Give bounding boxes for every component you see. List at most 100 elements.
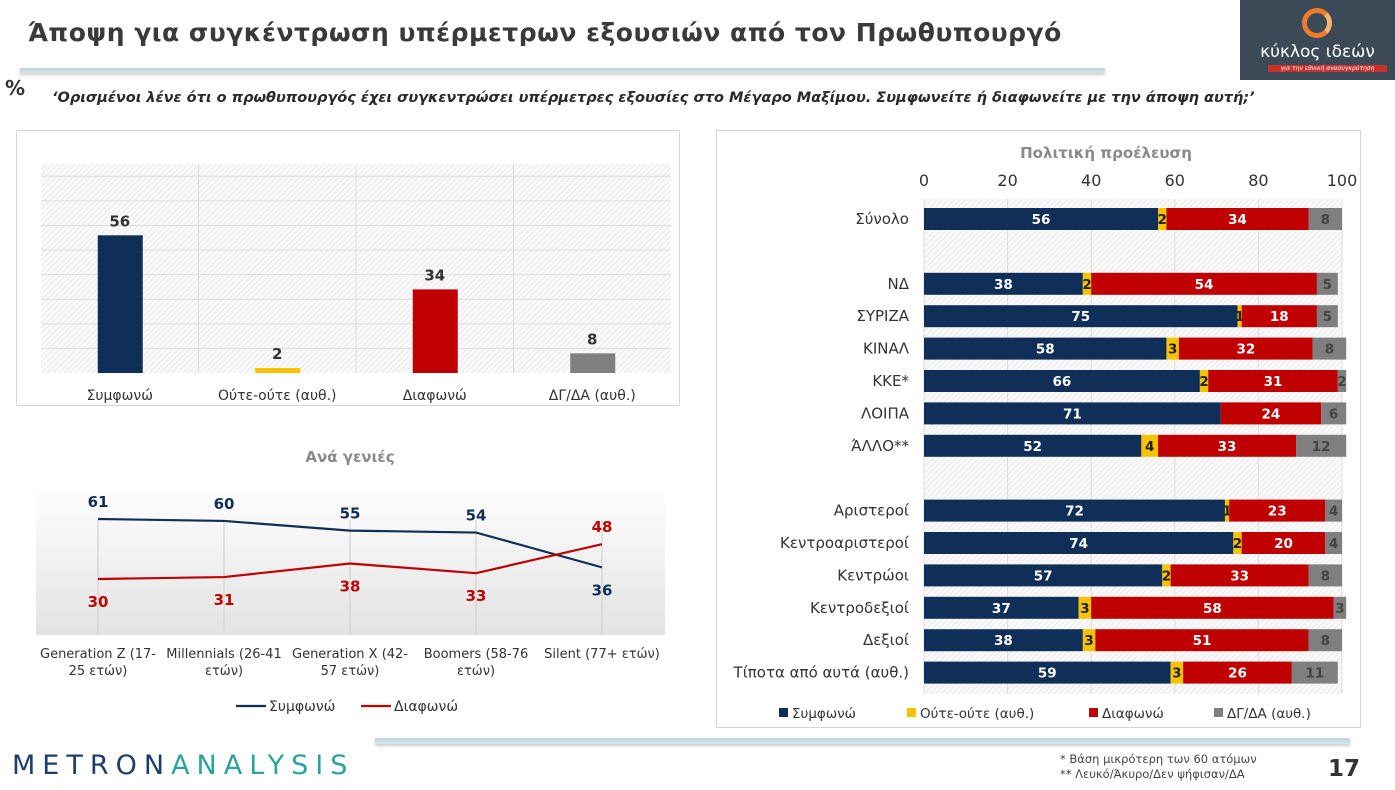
row-label: ΣΥΡΙΖΑ bbox=[856, 307, 909, 325]
data-label: 8 bbox=[1321, 633, 1330, 649]
bar-segment bbox=[1241, 305, 1317, 328]
percent-sign: % bbox=[5, 76, 26, 100]
legend-label: Ούτε-ούτε (αυθ.) bbox=[920, 706, 1034, 722]
bar-segment bbox=[1095, 629, 1309, 652]
data-label: 2 bbox=[1082, 277, 1091, 293]
bar-segment bbox=[1308, 208, 1342, 230]
footer-divider bbox=[375, 738, 1350, 744]
row-label: Αριστεροί bbox=[834, 502, 909, 520]
page-title: Άποψη για συγκέντρωση υπέρμετρων εξουσιώ… bbox=[28, 18, 1062, 47]
bar-segment bbox=[1199, 370, 1209, 392]
row-label: ΆΛΛΟ** bbox=[851, 437, 909, 455]
bar-segment bbox=[1082, 272, 1092, 295]
legend-label: ΔΓ/ΔΑ (αυθ.) bbox=[1227, 706, 1311, 722]
bar-segment bbox=[924, 337, 1167, 360]
bar bbox=[412, 289, 458, 373]
legend-label: Συμφωνώ bbox=[792, 706, 856, 722]
row-label: ΛΟΙΠΑ bbox=[861, 404, 910, 422]
bar-segment bbox=[1166, 208, 1309, 230]
bar-segment bbox=[924, 661, 1171, 684]
legend-swatch bbox=[907, 708, 916, 717]
data-label: 2 bbox=[1162, 568, 1171, 584]
data-label: 74 bbox=[1069, 536, 1088, 552]
data-label: 32 bbox=[1236, 342, 1255, 358]
data-label: 8 bbox=[1321, 568, 1330, 584]
data-label: 55 bbox=[340, 505, 361, 523]
footnote-1: * Βάση μικρότερη των 60 ατόμων bbox=[1060, 752, 1257, 766]
data-label: 2 bbox=[1337, 374, 1346, 390]
data-label: 4 bbox=[1145, 439, 1154, 455]
category-label: ΔΓ/ΔΑ (αυθ.) bbox=[549, 388, 636, 404]
category-label-box: Generation X (42-57 ετών) bbox=[292, 647, 408, 679]
category-label: Συμφωνώ bbox=[87, 388, 153, 404]
category-label-box: Generation Z (17-25 ετών) bbox=[40, 647, 156, 679]
row-label: Δεξιοί bbox=[863, 631, 909, 649]
data-label: 33 bbox=[1218, 439, 1237, 455]
data-label: 37 bbox=[992, 601, 1011, 617]
bar-segment bbox=[1082, 629, 1096, 652]
bar-segment bbox=[1308, 629, 1342, 652]
metron-analysis-logo: METRONANALYSIS bbox=[12, 750, 354, 781]
category-label: Silent (77+ ετών) bbox=[544, 647, 660, 662]
bar-segment bbox=[1078, 596, 1092, 619]
bar-segment bbox=[1337, 370, 1347, 392]
legend-label: Διαφωνώ bbox=[394, 699, 458, 715]
logo-ring-icon bbox=[1302, 8, 1332, 38]
data-label: 8 bbox=[587, 330, 597, 348]
bar-segment bbox=[924, 499, 1225, 522]
data-label: 3 bbox=[1168, 342, 1177, 358]
data-label: 5 bbox=[1323, 309, 1332, 325]
page-number: 17 bbox=[1328, 756, 1361, 782]
bar-segment bbox=[1308, 564, 1342, 587]
category-label: Ούτε-ούτε (αυθ.) bbox=[218, 388, 337, 404]
bar-segment bbox=[924, 434, 1142, 457]
data-label: 34 bbox=[424, 266, 445, 284]
footnotes: * Βάση μικρότερη των 60 ατόμων ** Λευκό/… bbox=[1060, 752, 1257, 782]
axis-title: Πολιτική προέλευση bbox=[1020, 144, 1192, 162]
bar-segment bbox=[924, 532, 1234, 554]
bar-segment bbox=[1291, 661, 1338, 684]
row-label: ΚΚΕ* bbox=[872, 372, 909, 390]
data-label: 38 bbox=[340, 578, 361, 596]
bar-segment bbox=[924, 272, 1083, 295]
row-label: Κεντροαριστεροί bbox=[780, 534, 909, 552]
bar-segment bbox=[924, 402, 1221, 425]
bar-segment bbox=[924, 208, 1159, 230]
chart-title: Ανά γενιές bbox=[305, 448, 394, 466]
political-chart-panel: Πολιτική προέλευση 0 20 40 60 80 100 Σύνολο 56 2 3… bbox=[716, 130, 1361, 728]
data-label: 3 bbox=[1080, 601, 1089, 617]
data-label: 23 bbox=[1268, 504, 1287, 520]
bar-segment bbox=[1224, 499, 1230, 522]
legend-swatch bbox=[1089, 708, 1098, 717]
tick-label: 100 bbox=[1327, 171, 1358, 190]
data-label: 33 bbox=[466, 587, 487, 605]
tick-label: 20 bbox=[997, 171, 1017, 190]
category-label-box: Boomers (58-76 ετών) bbox=[424, 647, 529, 679]
data-label: 30 bbox=[88, 593, 109, 611]
logo-name: κύκλος ιδεών bbox=[1260, 42, 1375, 62]
tick-label: 0 bbox=[919, 171, 929, 190]
data-label: 36 bbox=[592, 581, 613, 599]
data-label: 61 bbox=[88, 493, 109, 511]
legend-label: Διαφωνώ bbox=[1102, 706, 1164, 722]
data-label: 18 bbox=[1270, 309, 1289, 325]
tick-label: 60 bbox=[1165, 171, 1185, 190]
data-label: 54 bbox=[1195, 277, 1214, 293]
legend-swatch bbox=[779, 708, 788, 717]
data-label: 72 bbox=[1065, 504, 1084, 520]
category-label: Generation Z (17-25 ετών) bbox=[40, 647, 156, 679]
bar bbox=[97, 235, 143, 373]
data-label: 2 bbox=[1199, 374, 1208, 390]
legend-swatch bbox=[1214, 708, 1223, 717]
title-divider bbox=[20, 68, 1105, 73]
bar-segment bbox=[1241, 532, 1326, 554]
data-label: 60 bbox=[214, 495, 235, 513]
data-label: 31 bbox=[1264, 374, 1283, 390]
data-label: 4 bbox=[1329, 504, 1338, 520]
data-label: 52 bbox=[1023, 439, 1042, 455]
row-label: Σύνολο bbox=[855, 210, 909, 228]
data-label: 31 bbox=[214, 591, 235, 609]
data-label: 75 bbox=[1071, 309, 1090, 325]
bar-segment bbox=[1170, 661, 1184, 684]
